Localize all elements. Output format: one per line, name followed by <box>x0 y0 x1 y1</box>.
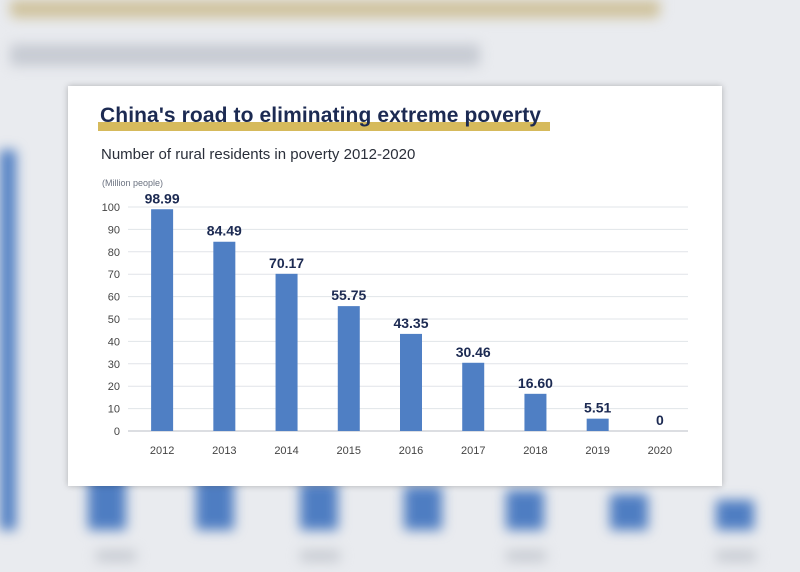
bar-chart: (Million people) 0 10 20 30 40 50 60 70 80 90 100 98… <box>102 178 688 457</box>
background-tick <box>716 550 756 562</box>
y-tick-label: 10 <box>108 404 120 416</box>
y-axis-label: (Million people) <box>102 178 163 188</box>
background-banner <box>10 0 660 18</box>
background-bar <box>506 490 544 530</box>
data-label: 55.75 <box>331 287 366 303</box>
chart-subtitle: Number of rural residents in poverty 201… <box>101 146 416 163</box>
chart-title: China's road to eliminating extreme pove… <box>100 104 542 127</box>
y-tick-label: 60 <box>108 292 120 304</box>
background-tick <box>506 550 546 562</box>
background-bar <box>300 482 338 530</box>
background-text-line <box>10 44 480 66</box>
data-label: 0 <box>656 412 664 428</box>
y-tick-label: 90 <box>108 224 120 236</box>
data-label: 43.35 <box>393 315 428 331</box>
data-label: 84.49 <box>207 223 242 239</box>
x-tick-label: 2017 <box>461 445 485 457</box>
x-tick-label: 2014 <box>274 445 298 457</box>
y-tick-label: 30 <box>108 359 120 371</box>
x-tick-label: 2012 <box>150 445 174 457</box>
data-label: 70.17 <box>269 255 304 271</box>
x-tick-label: 2015 <box>337 445 361 457</box>
x-tick-label: 2016 <box>399 445 423 457</box>
x-tick-label: 2013 <box>212 445 236 457</box>
bar <box>524 393 547 431</box>
bar <box>213 241 236 431</box>
bar <box>151 209 174 431</box>
x-tick-label: 2018 <box>523 445 547 457</box>
chart-card: China's road to eliminating extreme pove… <box>68 86 722 486</box>
y-tick-label: 40 <box>108 336 120 348</box>
bar <box>275 273 298 431</box>
title-highlight <box>98 122 550 131</box>
x-tick-label: 2019 <box>585 445 609 457</box>
data-label: 98.99 <box>145 190 180 206</box>
background-bar <box>0 150 16 530</box>
bar <box>462 362 485 431</box>
y-tick-label: 80 <box>108 247 120 259</box>
y-tick-label: 100 <box>102 202 120 214</box>
x-tick-label: 2020 <box>648 445 672 457</box>
background-bar <box>716 500 754 530</box>
bar <box>586 418 609 431</box>
y-tick-label: 70 <box>108 269 120 281</box>
data-label: 30.46 <box>456 344 491 360</box>
y-tick-label: 50 <box>108 314 120 326</box>
bar <box>400 333 422 431</box>
background-tick <box>300 550 340 562</box>
background-tick <box>96 550 136 562</box>
background-bar <box>404 486 442 530</box>
data-label: 5.51 <box>584 400 611 416</box>
data-label: 16.60 <box>518 375 553 391</box>
background-bar <box>610 494 648 530</box>
background-bar <box>196 478 234 530</box>
bar <box>337 306 360 431</box>
y-tick-label: 0 <box>114 426 120 438</box>
y-tick-label: 20 <box>108 381 120 393</box>
